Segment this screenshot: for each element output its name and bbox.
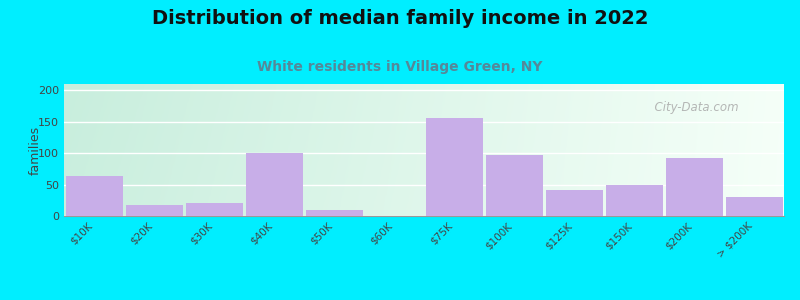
Bar	[546, 190, 602, 216]
Bar	[66, 176, 122, 216]
Bar	[486, 155, 542, 216]
Bar	[186, 203, 242, 216]
Text: City-Data.com: City-Data.com	[647, 101, 739, 114]
Bar	[726, 196, 782, 216]
Text: White residents in Village Green, NY: White residents in Village Green, NY	[258, 60, 542, 74]
Bar	[246, 152, 302, 216]
Bar	[306, 210, 362, 216]
Text: Distribution of median family income in 2022: Distribution of median family income in …	[152, 9, 648, 28]
Bar	[666, 158, 722, 216]
Y-axis label: families: families	[29, 125, 42, 175]
Bar	[426, 118, 482, 216]
Bar	[126, 205, 182, 216]
Bar	[606, 185, 662, 216]
